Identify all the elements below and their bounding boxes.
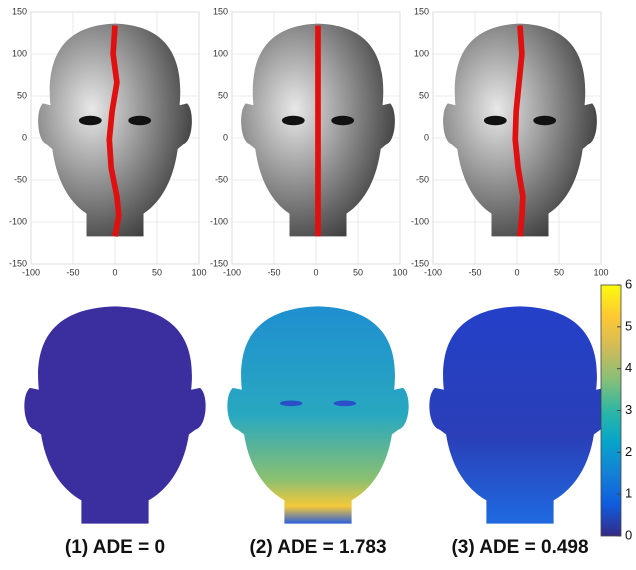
x-tick-label: 100 bbox=[191, 267, 206, 277]
head-render bbox=[38, 24, 597, 237]
y-tick-label: 150 bbox=[213, 6, 228, 16]
y-tick-label: 50 bbox=[17, 90, 27, 100]
caption: (1) ADE = 0 bbox=[65, 537, 165, 558]
x-tick-label: 0 bbox=[313, 267, 318, 277]
caption: (2) ADE = 1.783 bbox=[249, 537, 386, 558]
y-tick-label: 50 bbox=[419, 90, 429, 100]
colorbar-tick-label: 5 bbox=[625, 318, 632, 333]
x-tick-label: 100 bbox=[593, 267, 608, 277]
x-tick-label: -50 bbox=[468, 267, 481, 277]
x-tick-label: 0 bbox=[112, 267, 117, 277]
y-tick-label: 150 bbox=[414, 6, 429, 16]
colorbar-tick-label: 3 bbox=[625, 402, 632, 417]
x-tick-label: -50 bbox=[66, 267, 79, 277]
y-tick-label: 100 bbox=[213, 48, 228, 58]
y-tick-label: -100 bbox=[210, 216, 228, 226]
figure: -100-50050100-150-100-50050100150-100-50… bbox=[0, 0, 636, 565]
y-tick-label: 100 bbox=[414, 48, 429, 58]
y-tick-label: 0 bbox=[223, 132, 228, 142]
colorbar-tick-label: 1 bbox=[625, 486, 632, 501]
y-tick-label: -100 bbox=[9, 216, 27, 226]
y-tick-label: -150 bbox=[9, 258, 27, 268]
colorbar-tick-label: 6 bbox=[625, 276, 632, 291]
y-tick-label: 50 bbox=[218, 90, 228, 100]
y-tick-label: 0 bbox=[22, 132, 27, 142]
y-tick-label: 0 bbox=[424, 132, 429, 142]
colorbar-tick-label: 2 bbox=[625, 444, 632, 459]
colorbar-tick-label: 4 bbox=[625, 360, 632, 375]
y-tick-label: -50 bbox=[416, 174, 429, 184]
error-maps bbox=[24, 306, 610, 523]
y-tick-label: 150 bbox=[12, 6, 27, 16]
y-tick-label: -150 bbox=[411, 258, 429, 268]
y-tick-label: -50 bbox=[215, 174, 228, 184]
x-tick-label: -100 bbox=[424, 267, 442, 277]
x-tick-label: 0 bbox=[514, 267, 519, 277]
caption: (3) ADE = 0.498 bbox=[451, 537, 588, 558]
x-tick-label: 50 bbox=[353, 267, 363, 277]
x-tick-label: -100 bbox=[22, 267, 40, 277]
y-tick-label: -150 bbox=[210, 258, 228, 268]
colorbar-tick-label: 0 bbox=[625, 527, 632, 542]
y-tick-label: -50 bbox=[14, 174, 27, 184]
y-tick-label: 100 bbox=[12, 48, 27, 58]
x-tick-label: -100 bbox=[223, 267, 241, 277]
x-tick-label: 100 bbox=[392, 267, 407, 277]
x-tick-label: -50 bbox=[267, 267, 280, 277]
x-tick-label: 50 bbox=[152, 267, 162, 277]
y-tick-label: -100 bbox=[411, 216, 429, 226]
x-tick-label: 50 bbox=[554, 267, 564, 277]
